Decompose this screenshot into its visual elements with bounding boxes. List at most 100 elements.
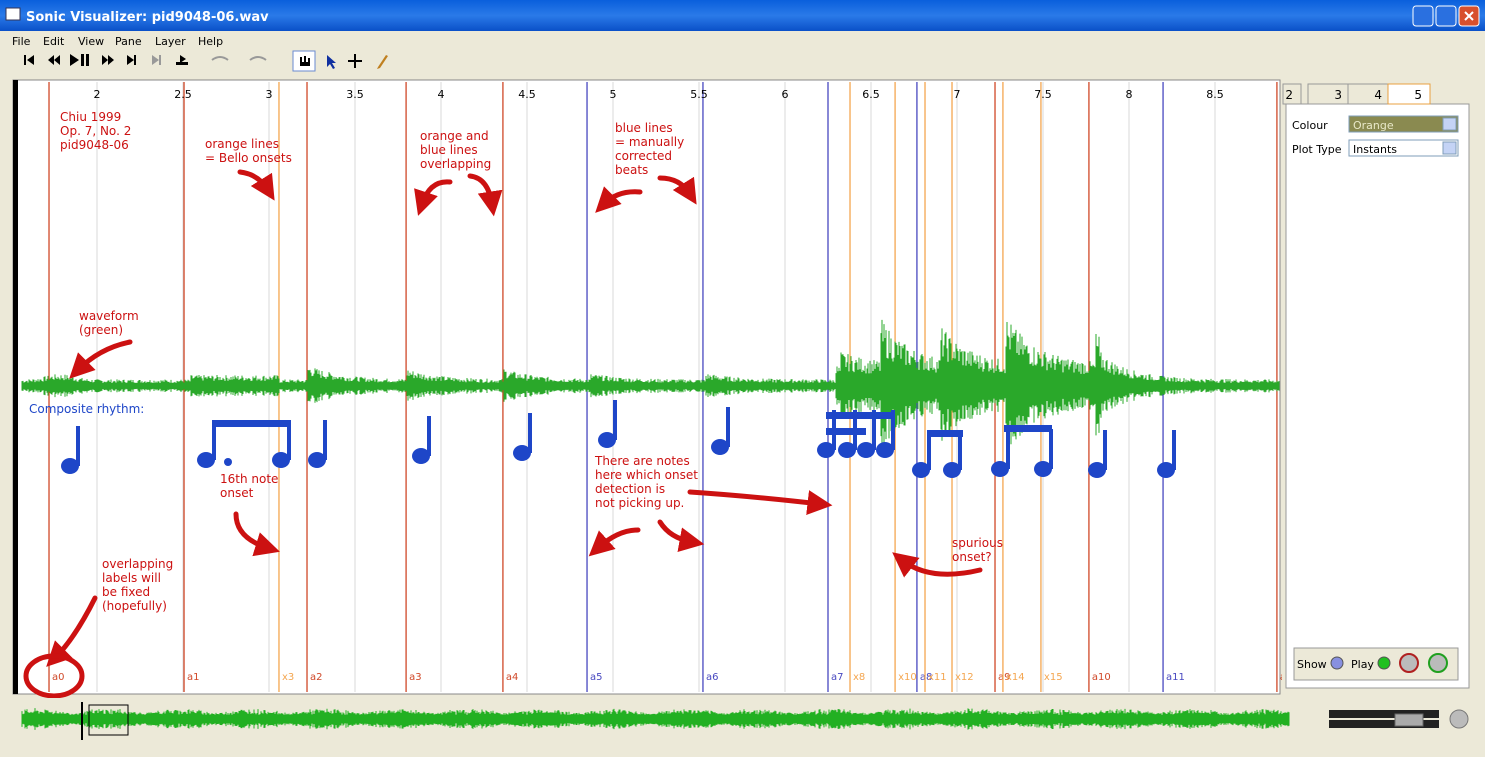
menu-item[interactable]: Edit bbox=[43, 35, 65, 48]
annotation-line: corrected bbox=[615, 149, 672, 163]
time-ruler: 2 2.5 3 3.5 4 4.5 5 5.5 6 6.5 7 7.5 8 8.5 bbox=[94, 88, 1224, 101]
layer-tab[interactable] bbox=[1347, 83, 1391, 105]
menu-item[interactable]: File bbox=[12, 35, 31, 48]
play-label: Play bbox=[1351, 658, 1374, 671]
annotation-line: Op. 7, No. 2 bbox=[60, 124, 131, 138]
annotation: orange lines = Bello onsets bbox=[205, 137, 292, 165]
dropdown-arrow[interactable] bbox=[1442, 117, 1457, 131]
show-toggle[interactable] bbox=[1330, 656, 1344, 670]
instant-label: a9 bbox=[998, 672, 1011, 683]
annotation: waveform (green) bbox=[79, 309, 139, 337]
layer-tab-label: 5 bbox=[1414, 88, 1422, 102]
menu-item[interactable]: View bbox=[78, 35, 104, 48]
note-beam bbox=[1004, 425, 1052, 432]
property-dropdown[interactable] bbox=[1348, 139, 1459, 157]
window-title: Sonic Visualizer: pid9048-06.wav bbox=[26, 10, 269, 25]
note-stem bbox=[872, 410, 876, 450]
annotation-line: = Bello onsets bbox=[205, 151, 292, 165]
annotation-line: detection is bbox=[595, 482, 665, 496]
note-stem bbox=[1172, 430, 1176, 470]
layer-tab-label: 2 bbox=[1285, 88, 1293, 102]
note-stem bbox=[958, 430, 962, 470]
note-head bbox=[912, 462, 930, 478]
note-head bbox=[412, 448, 430, 464]
menu-item[interactable]: Help bbox=[198, 35, 223, 48]
note-dot bbox=[224, 458, 232, 466]
annotation-line: pid9048-06 bbox=[60, 138, 129, 152]
level-meter bbox=[1329, 710, 1439, 718]
layer-tab[interactable] bbox=[1307, 83, 1351, 105]
annotation: orange and blue lines overlapping bbox=[420, 129, 491, 171]
annotation-line: beats bbox=[615, 163, 648, 177]
instant-label: a4 bbox=[506, 672, 519, 683]
instant-label: x12 bbox=[955, 672, 974, 683]
time-tick-label: 3.5 bbox=[346, 88, 364, 101]
play-toggle[interactable] bbox=[1377, 656, 1391, 670]
speed-knob[interactable] bbox=[1449, 709, 1469, 729]
maximize-button[interactable] bbox=[1435, 5, 1457, 27]
level-meter bbox=[1329, 720, 1439, 728]
note-stem bbox=[212, 420, 216, 460]
dropdown-arrow[interactable] bbox=[1442, 141, 1457, 155]
annotation-line: overlapping bbox=[102, 557, 173, 571]
annotation-line: orange lines bbox=[205, 137, 279, 151]
time-tick-label: 2 bbox=[94, 88, 101, 101]
menu-item[interactable]: Layer bbox=[155, 35, 186, 48]
note-beam bbox=[927, 430, 963, 437]
waveform bbox=[21, 319, 1280, 449]
annotation-line: Chiu 1999 bbox=[60, 110, 121, 124]
annotation-line: = manually bbox=[615, 135, 684, 149]
minimize-button[interactable] bbox=[1412, 5, 1434, 27]
note-head bbox=[308, 452, 326, 468]
instant-label: x10 bbox=[898, 672, 917, 683]
annotation-line: blue lines bbox=[420, 143, 478, 157]
note-stem bbox=[891, 410, 895, 450]
time-tick-label: 6.5 bbox=[862, 88, 880, 101]
annotation: spurious onset? bbox=[952, 536, 1003, 564]
annotation: blue lines = manually corrected beats bbox=[615, 121, 684, 177]
annotations: Chiu 1999 Op. 7, No. 2 pid9048-06 orange li… bbox=[60, 110, 1003, 613]
menu-item[interactable]: Pane bbox=[115, 35, 142, 48]
gain-knob[interactable] bbox=[1399, 653, 1419, 673]
note-stem bbox=[323, 420, 327, 460]
instant-label: x15 bbox=[1044, 672, 1063, 683]
layer-tab[interactable] bbox=[1282, 83, 1302, 105]
annotation-line: onset bbox=[220, 486, 254, 500]
property-dropdown[interactable] bbox=[1348, 115, 1459, 133]
menu-bar: File Edit View Pane Layer Help bbox=[12, 35, 223, 48]
note-stem bbox=[1103, 430, 1107, 470]
layer-tab[interactable] bbox=[1387, 83, 1431, 105]
time-tick-label: 3 bbox=[266, 88, 273, 101]
annotation-line: not picking up. bbox=[595, 496, 684, 510]
overview-window[interactable] bbox=[88, 704, 129, 736]
instant-label: a2 bbox=[310, 672, 323, 683]
instant-label: a1 bbox=[187, 672, 200, 683]
title-bar bbox=[0, 0, 1485, 31]
annotation: Chiu 1999 Op. 7, No. 2 pid9048-06 bbox=[60, 110, 131, 152]
note-head bbox=[61, 458, 79, 474]
annotation-line: labels will bbox=[102, 571, 161, 585]
note-head bbox=[197, 452, 215, 468]
note-stem bbox=[427, 416, 431, 456]
instant-label: a7 bbox=[831, 672, 844, 683]
annotation: overlapping labels will be fixed (hopefully… bbox=[102, 557, 173, 613]
note-beam bbox=[212, 420, 290, 427]
toolbar bbox=[0, 50, 1485, 72]
note-head bbox=[272, 452, 290, 468]
note-stem bbox=[613, 400, 617, 440]
note-head bbox=[513, 445, 531, 461]
annotation-line: waveform bbox=[79, 309, 139, 323]
note-stem bbox=[287, 420, 291, 460]
highlight-circle bbox=[23, 653, 85, 699]
time-tick-label: 6 bbox=[782, 88, 789, 101]
annotation-arrows bbox=[46, 169, 983, 667]
note-stem bbox=[927, 430, 931, 470]
show-label: Show bbox=[1297, 658, 1327, 671]
pan-knob[interactable] bbox=[1428, 653, 1448, 673]
annotation: There are notes here which onset detection… bbox=[594, 454, 698, 510]
property-value: Instants bbox=[1353, 143, 1397, 156]
time-tick-label: 8.5 bbox=[1206, 88, 1224, 101]
app-icon bbox=[5, 7, 21, 21]
volume-slider[interactable] bbox=[1394, 713, 1424, 727]
note-head bbox=[991, 461, 1009, 477]
